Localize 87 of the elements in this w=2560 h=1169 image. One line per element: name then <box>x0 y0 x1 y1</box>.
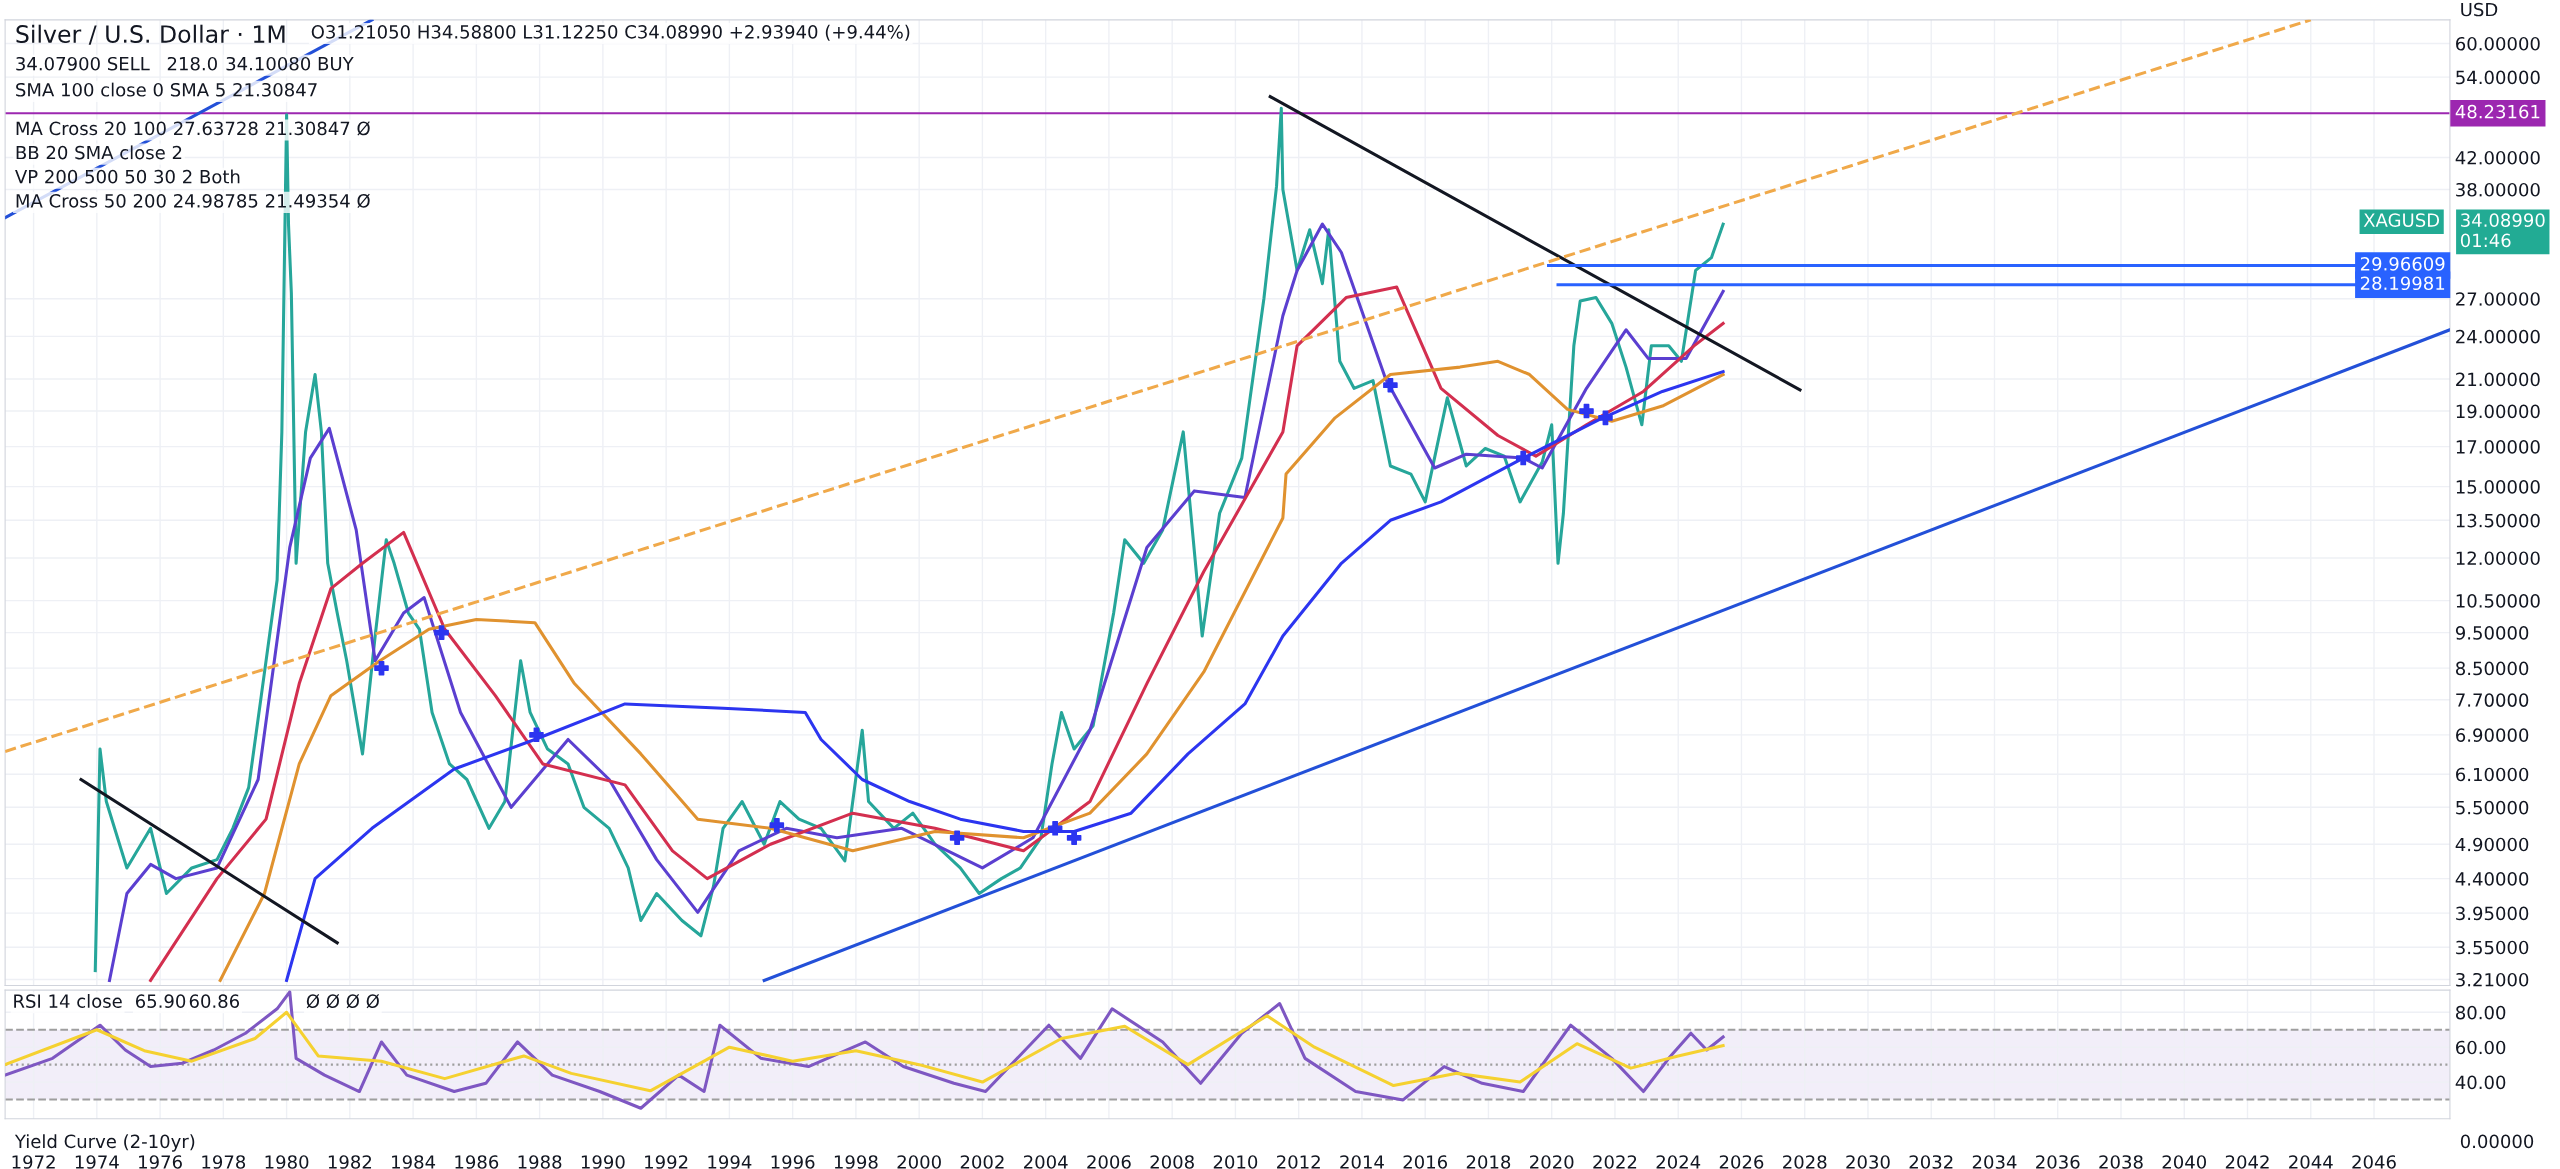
x-tick-label: 2034 <box>1972 1155 2017 1169</box>
x-tick-label: 1978 <box>202 1155 246 1169</box>
x-tick-label: 1996 <box>771 1155 815 1169</box>
y-tick-label: 60.00 <box>2456 1040 2506 1055</box>
x-tick-label: 2024 <box>1656 1155 1701 1169</box>
x-tick-label: 2016 <box>1403 1155 1448 1169</box>
y-tick-label: 3.55000 <box>2456 940 2529 955</box>
y-tick-label: 3.21000 <box>2456 972 2529 987</box>
annotation: 65.90 <box>135 994 186 1008</box>
y-tick-label: 17.00000 <box>2456 440 2540 454</box>
text: 34.08990 01:46 <box>2460 213 2545 248</box>
y-tick-label: 38.00000 <box>2456 182 2540 197</box>
chart-title: Silver / U.S. Dollar · 1M <box>16 24 285 45</box>
x-tick-label: 1998 <box>834 1155 878 1169</box>
x-tick-label: 2044 <box>2289 1155 2333 1169</box>
x-tick-label: 2010 <box>1213 1155 1258 1169</box>
x-tick-label: 2032 <box>1909 1155 1953 1169</box>
annotation: MA Cross 50 200 24.98785 21.49354 Ø <box>16 193 370 209</box>
y-tick-label: 21.00000 <box>2456 372 2540 387</box>
x-tick-label: 2022 <box>1593 1155 1637 1169</box>
x-tick-label: 2006 <box>1087 1155 1131 1169</box>
annotation: 218.0 <box>167 56 217 71</box>
annotation: O31.21050 H34.58800 L31.12250 C34.08990 +2.93940 (+9.44%) <box>311 24 910 41</box>
annotation: SMA 100 close 0 SMA 5 21.30847 <box>16 82 317 97</box>
text: Yield Curve (2-10yr) <box>14 1134 195 1152</box>
ref-line-label: 48.23161 <box>2455 104 2540 119</box>
x-tick-label: 1976 <box>139 1155 182 1169</box>
x-tick-label: 2040 <box>2162 1155 2207 1169</box>
y-tick-label: 13.50000 <box>2456 513 2540 528</box>
y-tick-label: 6.10000 <box>2456 767 2529 782</box>
annotation: 60.86 <box>189 994 240 1008</box>
x-tick-label: 1982 <box>328 1155 372 1169</box>
x-tick-label: 1984 <box>392 1155 436 1169</box>
annotation: MA Cross 20 100 27.63728 21.30847 Ø <box>16 121 370 136</box>
annotation: Ø Ø Ø Ø <box>306 993 379 1009</box>
y-tick-label: 3.95000 <box>2456 906 2529 921</box>
annotation: 34.07900 SELL <box>16 56 150 71</box>
x-tick-label: 2012 <box>1277 1155 1320 1169</box>
y-tick-label: 54.00000 <box>2456 70 2540 85</box>
x-tick-label: 2042 <box>2225 1155 2269 1169</box>
x-tick-label: 2004 <box>1024 1155 1068 1169</box>
x-tick-label: 2020 <box>1530 1155 1574 1169</box>
x-tick-label: 2002 <box>960 1155 1004 1169</box>
x-tick-label: 2026 <box>1719 1155 1764 1169</box>
x-tick-label: 2028 <box>1783 1155 1827 1169</box>
x-tick-label: 2030 <box>1846 1155 1890 1169</box>
y-tick-label: 80.00 <box>2456 1005 2506 1020</box>
y-tick-label: 15.00000 <box>2456 480 2540 494</box>
y-axis-title: USD <box>2461 2 2498 17</box>
x-tick-label: 1994 <box>708 1155 752 1169</box>
annotation: 29.96609 <box>2360 256 2445 271</box>
y-tick-label: 42.00000 <box>2455 150 2540 165</box>
y-tick-label: 5.50000 <box>2456 800 2529 815</box>
x-tick-label: 2008 <box>1150 1155 1194 1169</box>
y-tick-label: 6.90000 <box>2456 728 2529 742</box>
y-tick-label: 4.40000 <box>2455 872 2529 886</box>
x-tick-label: 1974 <box>75 1155 119 1169</box>
y-tick-label: 7.70000 <box>2456 693 2529 707</box>
x-tick-label: 2038 <box>2099 1155 2143 1169</box>
x-tick-label: 2018 <box>1466 1155 1511 1169</box>
y-tick-label: 8.50000 <box>2456 661 2529 676</box>
y-tick-label: 60.00000 <box>2456 36 2540 51</box>
y-tick-label: 12.00000 <box>2456 551 2540 566</box>
annotation: 28.19981 <box>2360 276 2445 291</box>
x-tick-label: 2000 <box>897 1155 941 1169</box>
y-tick-label: 9.50000 <box>2455 626 2529 640</box>
y-tick-label: 4.90000 <box>2455 837 2529 852</box>
y-tick-label: 19.00000 <box>2456 404 2540 419</box>
y-tick-label: 10.50000 <box>2456 594 2540 608</box>
x-tick-label: 1972 <box>12 1155 55 1169</box>
annotation: 34.10080 BUY <box>226 56 354 71</box>
annotation: BB 20 SMA close 2 <box>16 145 182 160</box>
text: 0.00000 <box>2460 1134 2534 1149</box>
x-tick-label: 1992 <box>645 1155 688 1169</box>
x-tick-label: 2046 <box>2352 1155 2396 1169</box>
y-tick-label: 40.00 <box>2455 1075 2506 1090</box>
annotation: XAGUSD <box>2363 213 2440 227</box>
x-tick-label: 1980 <box>265 1155 309 1169</box>
annotation: VP 200 500 50 30 2 Both <box>15 169 240 184</box>
x-tick-label: 1990 <box>581 1155 625 1169</box>
y-tick-label: 24.00000 <box>2456 329 2540 344</box>
annotation: RSI 14 close <box>14 994 122 1008</box>
x-tick-label: 2036 <box>2036 1155 2080 1169</box>
x-tick-label: 2014 <box>1340 1155 1384 1169</box>
x-tick-label: 1986 <box>455 1155 499 1169</box>
x-tick-label: 1988 <box>518 1155 562 1169</box>
y-tick-label: 27.00000 <box>2456 292 2540 306</box>
